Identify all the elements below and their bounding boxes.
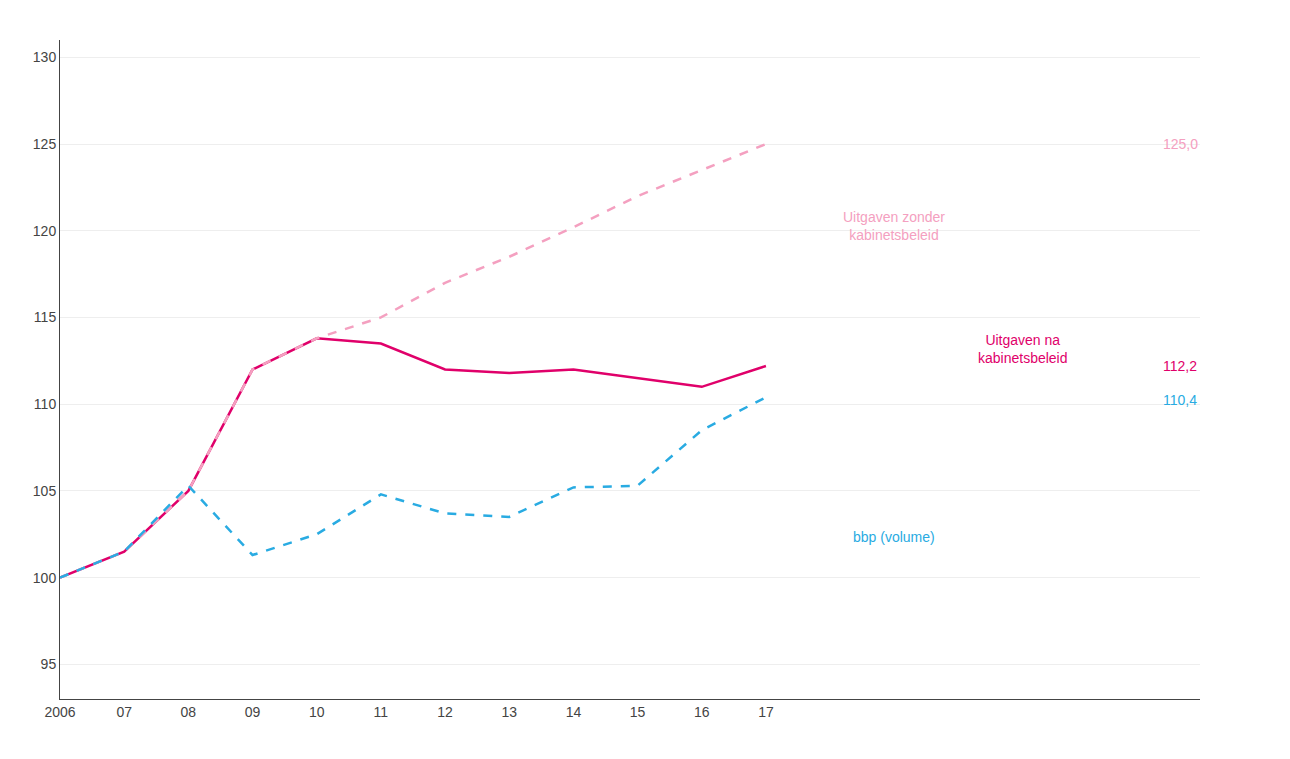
svg-text:13: 13	[501, 704, 517, 720]
svg-text:16: 16	[694, 704, 710, 720]
svg-text:08: 08	[181, 704, 197, 720]
svg-text:14: 14	[566, 704, 582, 720]
svg-text:110,4: 110,4	[1163, 392, 1197, 408]
svg-text:Uitgaven nakabinetsbeleid: Uitgaven nakabinetsbeleid	[978, 332, 1068, 366]
svg-text:125: 125	[33, 136, 57, 152]
svg-text:100: 100	[33, 570, 57, 586]
svg-text:130: 130	[33, 49, 57, 65]
svg-text:125,0: 125,0	[1163, 136, 1198, 152]
svg-text:95: 95	[41, 656, 57, 672]
svg-text:12: 12	[437, 704, 453, 720]
svg-text:120: 120	[33, 223, 57, 239]
svg-text:09: 09	[245, 704, 261, 720]
svg-text:2006: 2006	[44, 704, 75, 720]
svg-text:115: 115	[34, 309, 57, 325]
svg-text:15: 15	[630, 704, 646, 720]
svg-text:11: 11	[374, 704, 389, 720]
svg-text:112,2: 112,2	[1163, 358, 1197, 374]
svg-text:105: 105	[33, 483, 57, 499]
svg-text:17: 17	[758, 704, 774, 720]
svg-text:07: 07	[116, 704, 132, 720]
svg-text:10: 10	[309, 704, 325, 720]
svg-text:Uitgaven zonderkabinetsbeleid: Uitgaven zonderkabinetsbeleid	[843, 209, 945, 243]
svg-text:110: 110	[34, 396, 57, 412]
svg-text:bbp (volume): bbp (volume)	[853, 529, 935, 545]
